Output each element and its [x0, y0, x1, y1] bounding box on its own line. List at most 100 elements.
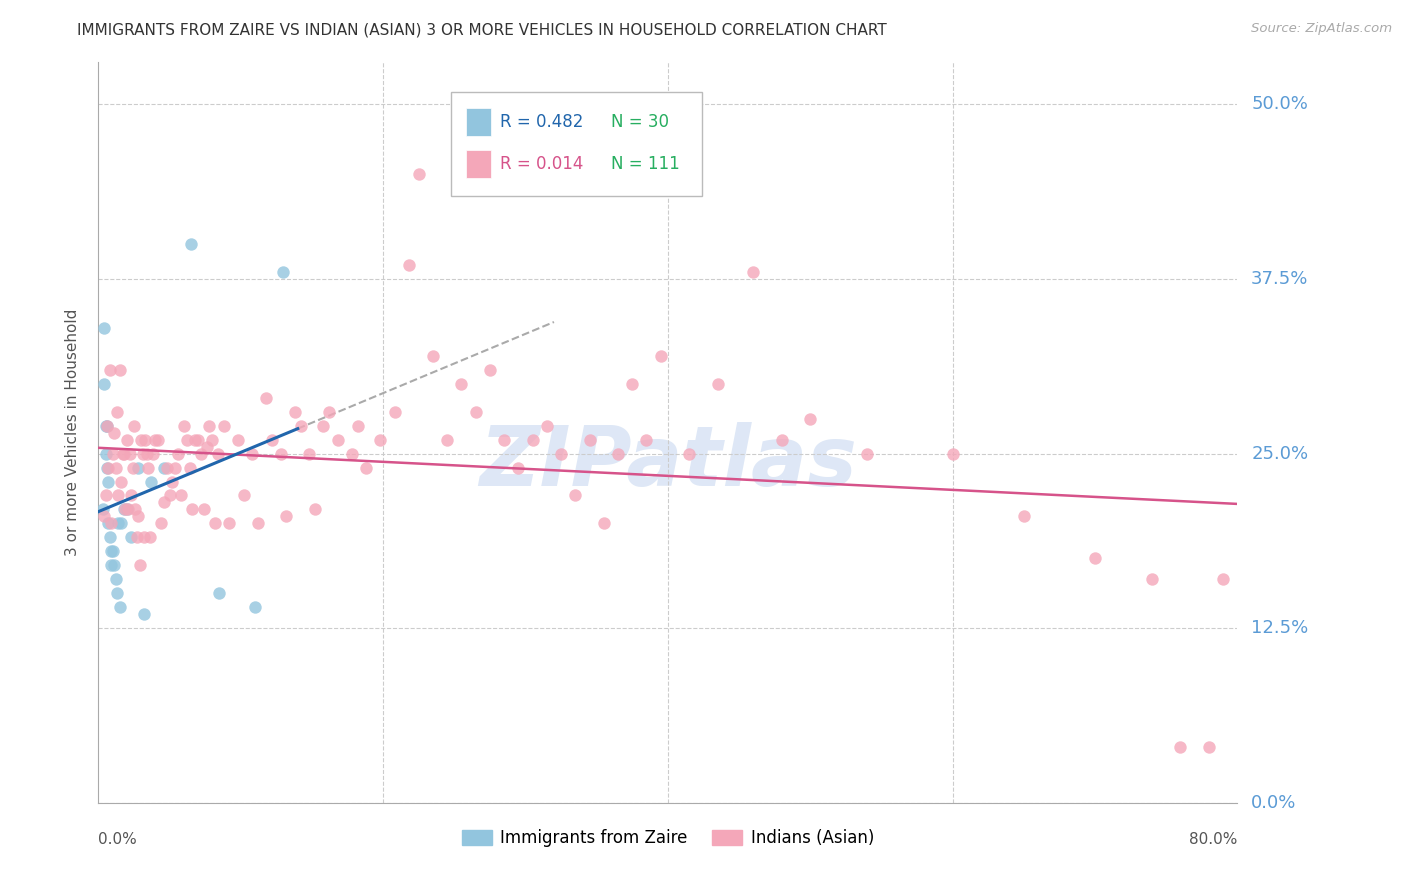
Point	[132, 530, 155, 544]
Point	[159, 488, 181, 502]
Point	[592, 516, 614, 531]
Text: N = 111: N = 111	[612, 155, 679, 173]
Point	[100, 544, 122, 558]
Text: IMMIGRANTS FROM ZAIRE VS INDIAN (ASIAN) 3 OR MORE VEHICLES IN HOUSEHOLD CORRELAT: IMMIGRANTS FROM ZAIRE VS INDIAN (ASIAN) …	[77, 22, 887, 37]
Point	[318, 405, 340, 419]
Point	[942, 446, 965, 460]
Point	[115, 433, 138, 447]
Point	[103, 425, 125, 440]
Point	[243, 600, 266, 615]
Text: R = 0.014: R = 0.014	[501, 155, 583, 173]
Point	[232, 488, 254, 502]
Point	[131, 446, 153, 460]
Point	[398, 258, 420, 272]
Point	[127, 509, 149, 524]
FancyBboxPatch shape	[467, 108, 491, 136]
Point	[135, 446, 157, 460]
Text: N = 30: N = 30	[612, 112, 669, 130]
Point	[636, 433, 658, 447]
Point	[226, 433, 249, 447]
Point	[254, 391, 277, 405]
Point	[298, 446, 321, 460]
Point	[170, 488, 193, 502]
Point	[436, 433, 458, 447]
Point	[120, 530, 142, 544]
Point	[105, 586, 128, 600]
Point	[198, 418, 221, 433]
Point	[464, 405, 486, 419]
Point	[165, 460, 187, 475]
Point	[522, 433, 544, 447]
Point	[101, 446, 124, 460]
Point	[132, 607, 155, 622]
Point	[112, 446, 135, 460]
Point	[276, 509, 298, 524]
Text: 0.0%: 0.0%	[98, 832, 138, 847]
Point	[478, 363, 501, 377]
Point	[97, 460, 120, 475]
Point	[1012, 509, 1035, 524]
Point	[97, 475, 120, 489]
Point	[1198, 739, 1220, 754]
Point	[112, 502, 135, 516]
Point	[187, 433, 209, 447]
Point	[141, 446, 163, 460]
Point	[201, 433, 224, 447]
Point	[1170, 739, 1192, 754]
Point	[184, 433, 207, 447]
Point	[650, 349, 672, 363]
Point	[139, 475, 162, 489]
Text: 25.0%: 25.0%	[1251, 444, 1309, 463]
Text: 0.0%: 0.0%	[1251, 794, 1296, 812]
Point	[190, 446, 212, 460]
Point	[136, 460, 159, 475]
Point	[104, 572, 127, 586]
Point	[129, 433, 152, 447]
Point	[799, 411, 821, 425]
Point	[128, 558, 150, 573]
Point	[153, 495, 176, 509]
Point	[742, 265, 765, 279]
Point	[156, 460, 179, 475]
Point	[494, 433, 516, 447]
Point	[173, 418, 195, 433]
Text: ZIPatlas: ZIPatlas	[479, 422, 856, 503]
FancyBboxPatch shape	[451, 92, 702, 195]
Point	[111, 446, 134, 460]
Point	[91, 502, 114, 516]
Point	[354, 460, 377, 475]
Point	[96, 460, 118, 475]
Point	[148, 433, 170, 447]
Point	[93, 376, 115, 391]
Point	[340, 446, 363, 460]
Point	[162, 475, 184, 489]
Y-axis label: 3 or more Vehicles in Household: 3 or more Vehicles in Household	[65, 309, 80, 557]
Point	[607, 446, 630, 460]
Point	[208, 586, 231, 600]
Point	[98, 530, 121, 544]
Point	[93, 509, 115, 524]
Point	[578, 433, 600, 447]
Point	[94, 488, 117, 502]
Point	[508, 460, 530, 475]
Point	[176, 433, 198, 447]
Point	[108, 600, 131, 615]
Point	[125, 530, 148, 544]
Point	[284, 405, 307, 419]
Text: 37.5%: 37.5%	[1251, 270, 1309, 288]
Point	[110, 475, 132, 489]
Point	[94, 446, 117, 460]
Point	[770, 433, 793, 447]
Point	[621, 376, 644, 391]
Point	[104, 460, 127, 475]
Point	[193, 502, 215, 516]
Point	[706, 376, 728, 391]
Point	[180, 237, 202, 252]
Point	[181, 502, 204, 516]
Point	[138, 530, 160, 544]
Point	[856, 446, 879, 460]
Legend: Immigrants from Zaire, Indians (Asian): Immigrants from Zaire, Indians (Asian)	[456, 822, 880, 854]
Text: 80.0%: 80.0%	[1189, 832, 1237, 847]
Point	[312, 418, 335, 433]
Point	[101, 544, 124, 558]
